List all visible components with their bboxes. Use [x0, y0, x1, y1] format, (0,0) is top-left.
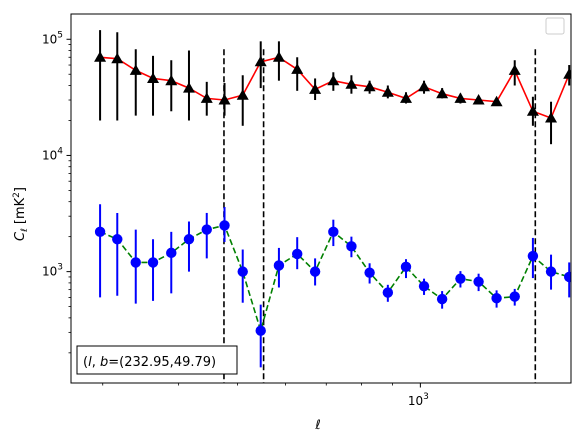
- data-point: [527, 250, 539, 262]
- data-point: [328, 226, 339, 238]
- y-tick-label: 105: [42, 30, 63, 46]
- data-point: [130, 257, 141, 268]
- data-point: [291, 63, 304, 74]
- data-point: [165, 74, 178, 86]
- data-point: [381, 86, 394, 97]
- data-point: [112, 234, 123, 245]
- data-point: [183, 234, 195, 245]
- data-point: [399, 92, 412, 103]
- data-point: [455, 273, 466, 284]
- data-point: [218, 94, 231, 105]
- data-point: [219, 220, 230, 231]
- series-1: [94, 30, 571, 145]
- data-point: [436, 87, 449, 99]
- data-point: [272, 51, 285, 62]
- data-point: [182, 82, 195, 93]
- y-axis-label: Cℓ [mK2]: [12, 187, 30, 241]
- data-point: [400, 261, 412, 273]
- data-point: [364, 267, 375, 278]
- data-point: [94, 226, 106, 238]
- data-point: [129, 64, 142, 75]
- data-point: [273, 260, 285, 271]
- data-point: [490, 95, 503, 107]
- data-point: [509, 291, 520, 302]
- data-point: [201, 224, 212, 235]
- data-point: [418, 280, 430, 292]
- data-point: [236, 89, 249, 100]
- y-tick-label: 103: [42, 263, 63, 279]
- data-point: [327, 74, 340, 86]
- data-point: [363, 80, 376, 92]
- series-2: [94, 204, 571, 368]
- x-tick-label: 103: [408, 392, 429, 408]
- legend-box: [545, 17, 565, 35]
- annotation-box: (l, b=(232.95,49.79): [76, 345, 238, 375]
- data-point: [309, 83, 322, 94]
- data-point: [382, 287, 394, 298]
- data-point: [563, 68, 571, 79]
- data-point: [454, 92, 467, 103]
- x-axis-label: ℓ: [314, 418, 320, 433]
- data-point: [418, 80, 431, 92]
- data-point: [508, 64, 521, 75]
- data-point: [545, 112, 558, 123]
- data-point: [255, 325, 266, 336]
- data-point: [564, 271, 571, 283]
- data-point: [147, 257, 159, 268]
- data-point: [436, 293, 448, 305]
- data-point: [545, 266, 557, 277]
- data-point: [473, 276, 484, 287]
- plot-frame: [70, 13, 572, 384]
- data-point: [200, 92, 213, 103]
- y-tick-label: 104: [42, 146, 63, 162]
- data-point: [237, 266, 248, 277]
- data-point: [292, 248, 303, 260]
- data-point: [166, 247, 177, 259]
- data-point: [94, 51, 107, 62]
- data-point: [254, 55, 267, 67]
- data-point: [309, 266, 321, 277]
- data-point: [472, 94, 485, 105]
- data-point: [147, 72, 160, 83]
- data-point: [345, 78, 358, 89]
- annotation-text: (l, b=(232.95,49.79): [83, 355, 216, 370]
- data-point: [346, 241, 357, 252]
- data-point: [111, 52, 124, 64]
- data-point: [491, 293, 502, 304]
- data-point: [526, 105, 539, 116]
